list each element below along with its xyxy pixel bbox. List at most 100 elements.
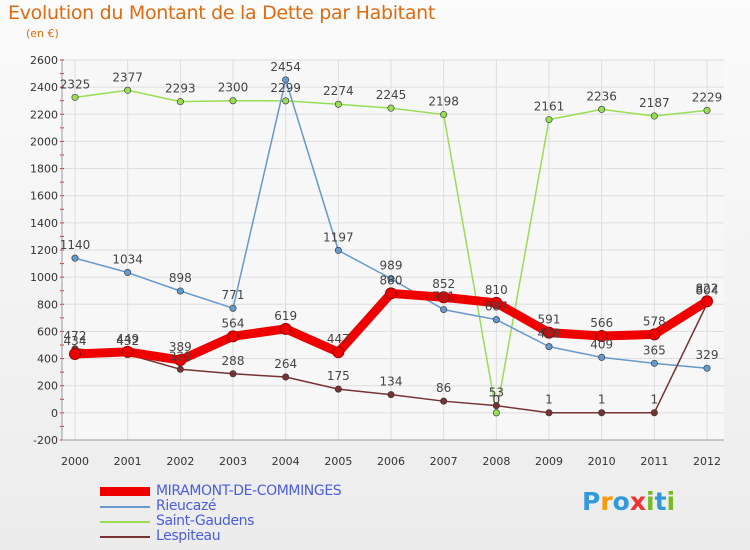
x-tick-label: 2010 [588, 455, 616, 468]
data-point [543, 326, 555, 339]
data-point [545, 409, 553, 417]
data-point [121, 345, 134, 358]
data-label: 564 [222, 316, 245, 330]
data-point [124, 269, 132, 277]
data-point [229, 304, 237, 312]
data-label: 2198 [428, 95, 459, 109]
data-label: 761 [432, 290, 455, 304]
data-label: 2245 [376, 88, 407, 102]
data-label: 472 [64, 329, 87, 343]
data-point [648, 328, 661, 341]
data-point [387, 104, 395, 112]
data-point [229, 370, 237, 378]
data-point [598, 105, 606, 113]
data-label: 989 [380, 259, 403, 273]
x-tick-label: 2005 [324, 455, 352, 468]
x-tick-label: 2004 [272, 455, 300, 468]
data-label: 53 [489, 386, 504, 400]
data-label: 2293 [165, 82, 196, 96]
data-label: 2274 [323, 84, 354, 98]
data-point [437, 291, 450, 304]
data-point [650, 409, 658, 417]
data-label: 0 [493, 393, 501, 407]
data-point [492, 409, 500, 417]
data-label: 365 [643, 343, 666, 357]
data-label: 1 [598, 393, 606, 407]
y-tick-label: 0 [51, 407, 58, 420]
data-point [282, 373, 290, 381]
data-point [650, 112, 658, 120]
data-label: 321 [169, 349, 192, 363]
data-label: 898 [169, 271, 192, 285]
data-label: 852 [432, 277, 455, 291]
legend-item-saint-gaudens[interactable]: Saint-Gaudens [100, 514, 430, 529]
legend: MIRAMONT-DE-COMMINGES Rieucazé Saint-Gau… [100, 484, 430, 544]
data-labels: 434 449 389 564 619 447 880 852 810 591 566 578 822 1… [60, 60, 723, 407]
data-label: 264 [274, 357, 297, 371]
data-label: 591 [538, 313, 561, 327]
data-label: 329 [696, 348, 719, 362]
logo-letter: i [646, 487, 655, 516]
data-label: 1140 [60, 238, 91, 252]
data-label: 488 [538, 327, 561, 341]
data-label: 409 [590, 337, 613, 351]
y-tick-label: 2000 [30, 135, 58, 148]
data-label: 2236 [586, 89, 617, 103]
y-tick-label: 1000 [30, 271, 58, 284]
chart-subtitle: (en €) [26, 27, 59, 40]
legend-label: MIRAMONT-DE-COMMINGES [156, 483, 342, 499]
data-label: 288 [222, 354, 245, 368]
data-label: 822 [696, 281, 719, 295]
legend-label: Saint-Gaudens [156, 513, 255, 529]
data-label: 566 [590, 316, 613, 330]
data-label: 687 [485, 300, 508, 314]
legend-item-rieucaze[interactable]: Rieucazé [100, 499, 430, 514]
data-point [174, 354, 187, 367]
x-tick-label: 2012 [693, 455, 721, 468]
data-label: 447 [327, 332, 350, 346]
logo-letter: o [612, 487, 630, 516]
data-point [332, 346, 345, 359]
data-point [71, 93, 79, 101]
y-tick-label: 2400 [30, 81, 58, 94]
data-label: 578 [643, 314, 666, 328]
legend-label: Rieucazé [156, 498, 217, 514]
data-label: 86 [436, 381, 451, 395]
data-point [440, 397, 448, 405]
axes: -200 0 200 400 600 800 1000 1200 1400 1600 1800 200… [30, 54, 724, 468]
logo-letter: P [582, 487, 601, 516]
data-label: 2300 [218, 81, 249, 95]
legend-swatch [100, 536, 150, 538]
x-tick-label: 2006 [377, 455, 405, 468]
legend-item-lespiteau[interactable]: Lespiteau [100, 529, 430, 544]
data-label: 804 [696, 284, 719, 298]
legend-swatch [100, 506, 150, 508]
y-tick-label: 800 [37, 298, 58, 311]
data-point [124, 86, 132, 94]
data-point [703, 364, 711, 372]
data-point [279, 322, 292, 335]
data-point [490, 296, 503, 309]
data-label: 2187 [639, 96, 670, 110]
data-point [385, 287, 397, 300]
data-point [387, 391, 395, 399]
legend-swatch [100, 521, 150, 523]
data-point [176, 287, 184, 295]
y-tick-label: 1200 [30, 244, 58, 257]
data-point [598, 353, 606, 361]
logo-letter: r [600, 487, 613, 516]
legend-item-miramont[interactable]: MIRAMONT-DE-COMMINGES [100, 484, 430, 499]
y-tick-label: 2600 [30, 54, 58, 67]
data-point [387, 275, 395, 283]
data-point [334, 385, 342, 393]
data-label: 434 [64, 334, 87, 348]
x-tick-label: 2001 [114, 455, 142, 468]
data-label: 134 [380, 375, 403, 389]
data-label: 449 [116, 332, 139, 346]
data-label: 1 [651, 393, 659, 407]
proxiti-logo: Proxiti [582, 487, 675, 516]
data-point [440, 111, 448, 119]
x-tick-label: 2000 [61, 455, 89, 468]
data-point [492, 402, 500, 410]
